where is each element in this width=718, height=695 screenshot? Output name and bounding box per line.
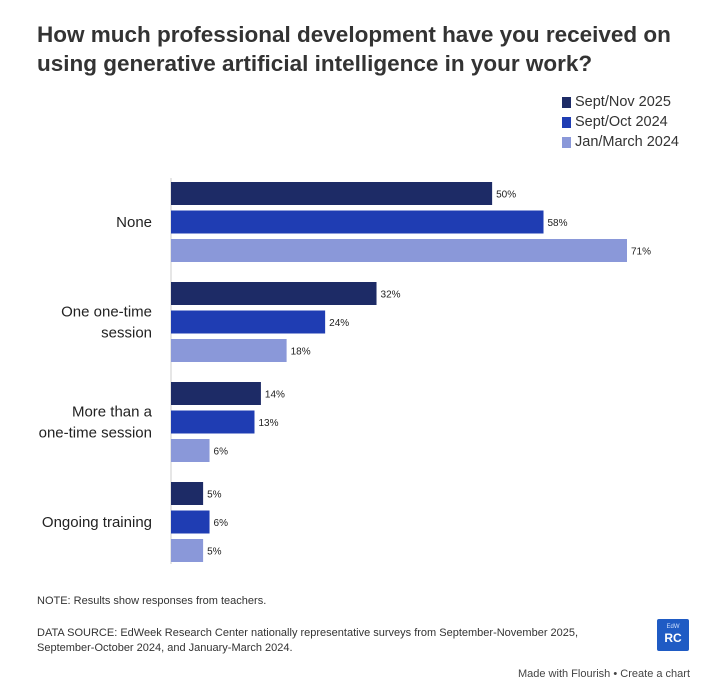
chart-title: How much professional development have y… <box>37 22 671 76</box>
bar[interactable] <box>171 539 204 562</box>
flourish-footer: Made with Flourish • Create a chart <box>518 668 690 680</box>
bar[interactable] <box>171 439 210 462</box>
bar-value-label: 6% <box>214 518 229 529</box>
legend-swatch <box>562 136 571 148</box>
bar[interactable] <box>171 482 204 505</box>
legend-item-0[interactable]: Sept/Nov 2025 <box>562 92 679 112</box>
bar[interactable] <box>171 182 493 205</box>
bar-value-label: 5% <box>207 490 222 501</box>
bar[interactable] <box>171 339 287 362</box>
bar[interactable] <box>171 210 544 234</box>
bar[interactable] <box>171 282 377 305</box>
legend-label: Sept/Oct 2024 <box>575 114 668 130</box>
bar-value-label: 13% <box>258 418 278 429</box>
edweek-rc-logo: EdW RC <box>657 619 689 651</box>
bar[interactable] <box>171 310 326 334</box>
legend-item-1[interactable]: Sept/Oct 2024 <box>562 112 679 132</box>
legend-label: Jan/March 2024 <box>575 134 679 150</box>
logo-text-top: EdW <box>666 624 680 630</box>
made-with-flourish-link[interactable]: Made with Flourish <box>517 668 611 680</box>
note-text: NOTE: Results show responses from teache… <box>37 595 267 607</box>
category-label: session <box>101 325 152 342</box>
category-label: One one-time <box>61 304 152 321</box>
footer-separator: • <box>613 668 618 680</box>
bar-chart: None 50% 58% 71% One one-time session 32% 24% 18… <box>39 178 651 564</box>
bar-value-label: 6% <box>214 447 229 458</box>
bar-value-label: 24% <box>329 318 349 329</box>
bar-value-label: 18% <box>291 347 311 358</box>
category-label: None <box>116 214 152 231</box>
legend-item-2[interactable]: Jan/March 2024 <box>562 132 679 152</box>
bar-value-label: 14% <box>265 390 285 401</box>
data-source-text: DATA SOURCE: EdWeek Research Center nati… <box>37 627 579 654</box>
logo-text-bottom: RC <box>664 631 682 645</box>
bar[interactable] <box>171 239 627 262</box>
legend-swatch <box>562 96 571 108</box>
create-chart-link[interactable]: Create a chart <box>620 668 690 680</box>
bar-value-label: 71% <box>631 247 651 258</box>
legend-label: Sept/Nov 2025 <box>575 94 671 110</box>
bar[interactable] <box>171 510 210 534</box>
bar-value-label: 58% <box>548 218 568 229</box>
bar[interactable] <box>171 410 255 434</box>
bar-value-label: 5% <box>207 547 222 558</box>
bar-value-label: 32% <box>381 290 401 301</box>
bar-value-label: 50% <box>496 190 516 201</box>
category-label: Ongoing training <box>42 514 152 531</box>
category-label: one-time session <box>39 425 152 442</box>
legend-swatch <box>562 116 571 128</box>
category-label: More than a <box>72 404 153 421</box>
bar[interactable] <box>171 382 261 405</box>
legend: Sept/Nov 2025 Sept/Oct 2024 Jan/March 2024 <box>562 92 679 152</box>
